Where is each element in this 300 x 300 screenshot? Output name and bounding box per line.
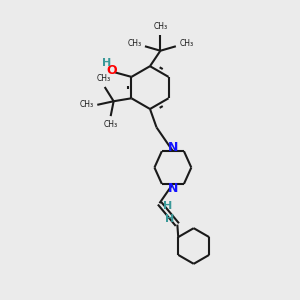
Text: H: H <box>163 201 172 211</box>
Text: CH₃: CH₃ <box>153 22 167 31</box>
Text: CH₃: CH₃ <box>127 39 141 48</box>
Text: CH₃: CH₃ <box>179 39 194 48</box>
Text: N: N <box>168 140 178 154</box>
Text: CH₃: CH₃ <box>96 74 110 83</box>
Text: H: H <box>102 58 111 68</box>
Text: H: H <box>165 214 175 224</box>
Text: O: O <box>106 64 117 76</box>
Text: CH₃: CH₃ <box>80 100 94 109</box>
Text: N: N <box>168 182 178 194</box>
Text: CH₃: CH₃ <box>103 120 118 129</box>
